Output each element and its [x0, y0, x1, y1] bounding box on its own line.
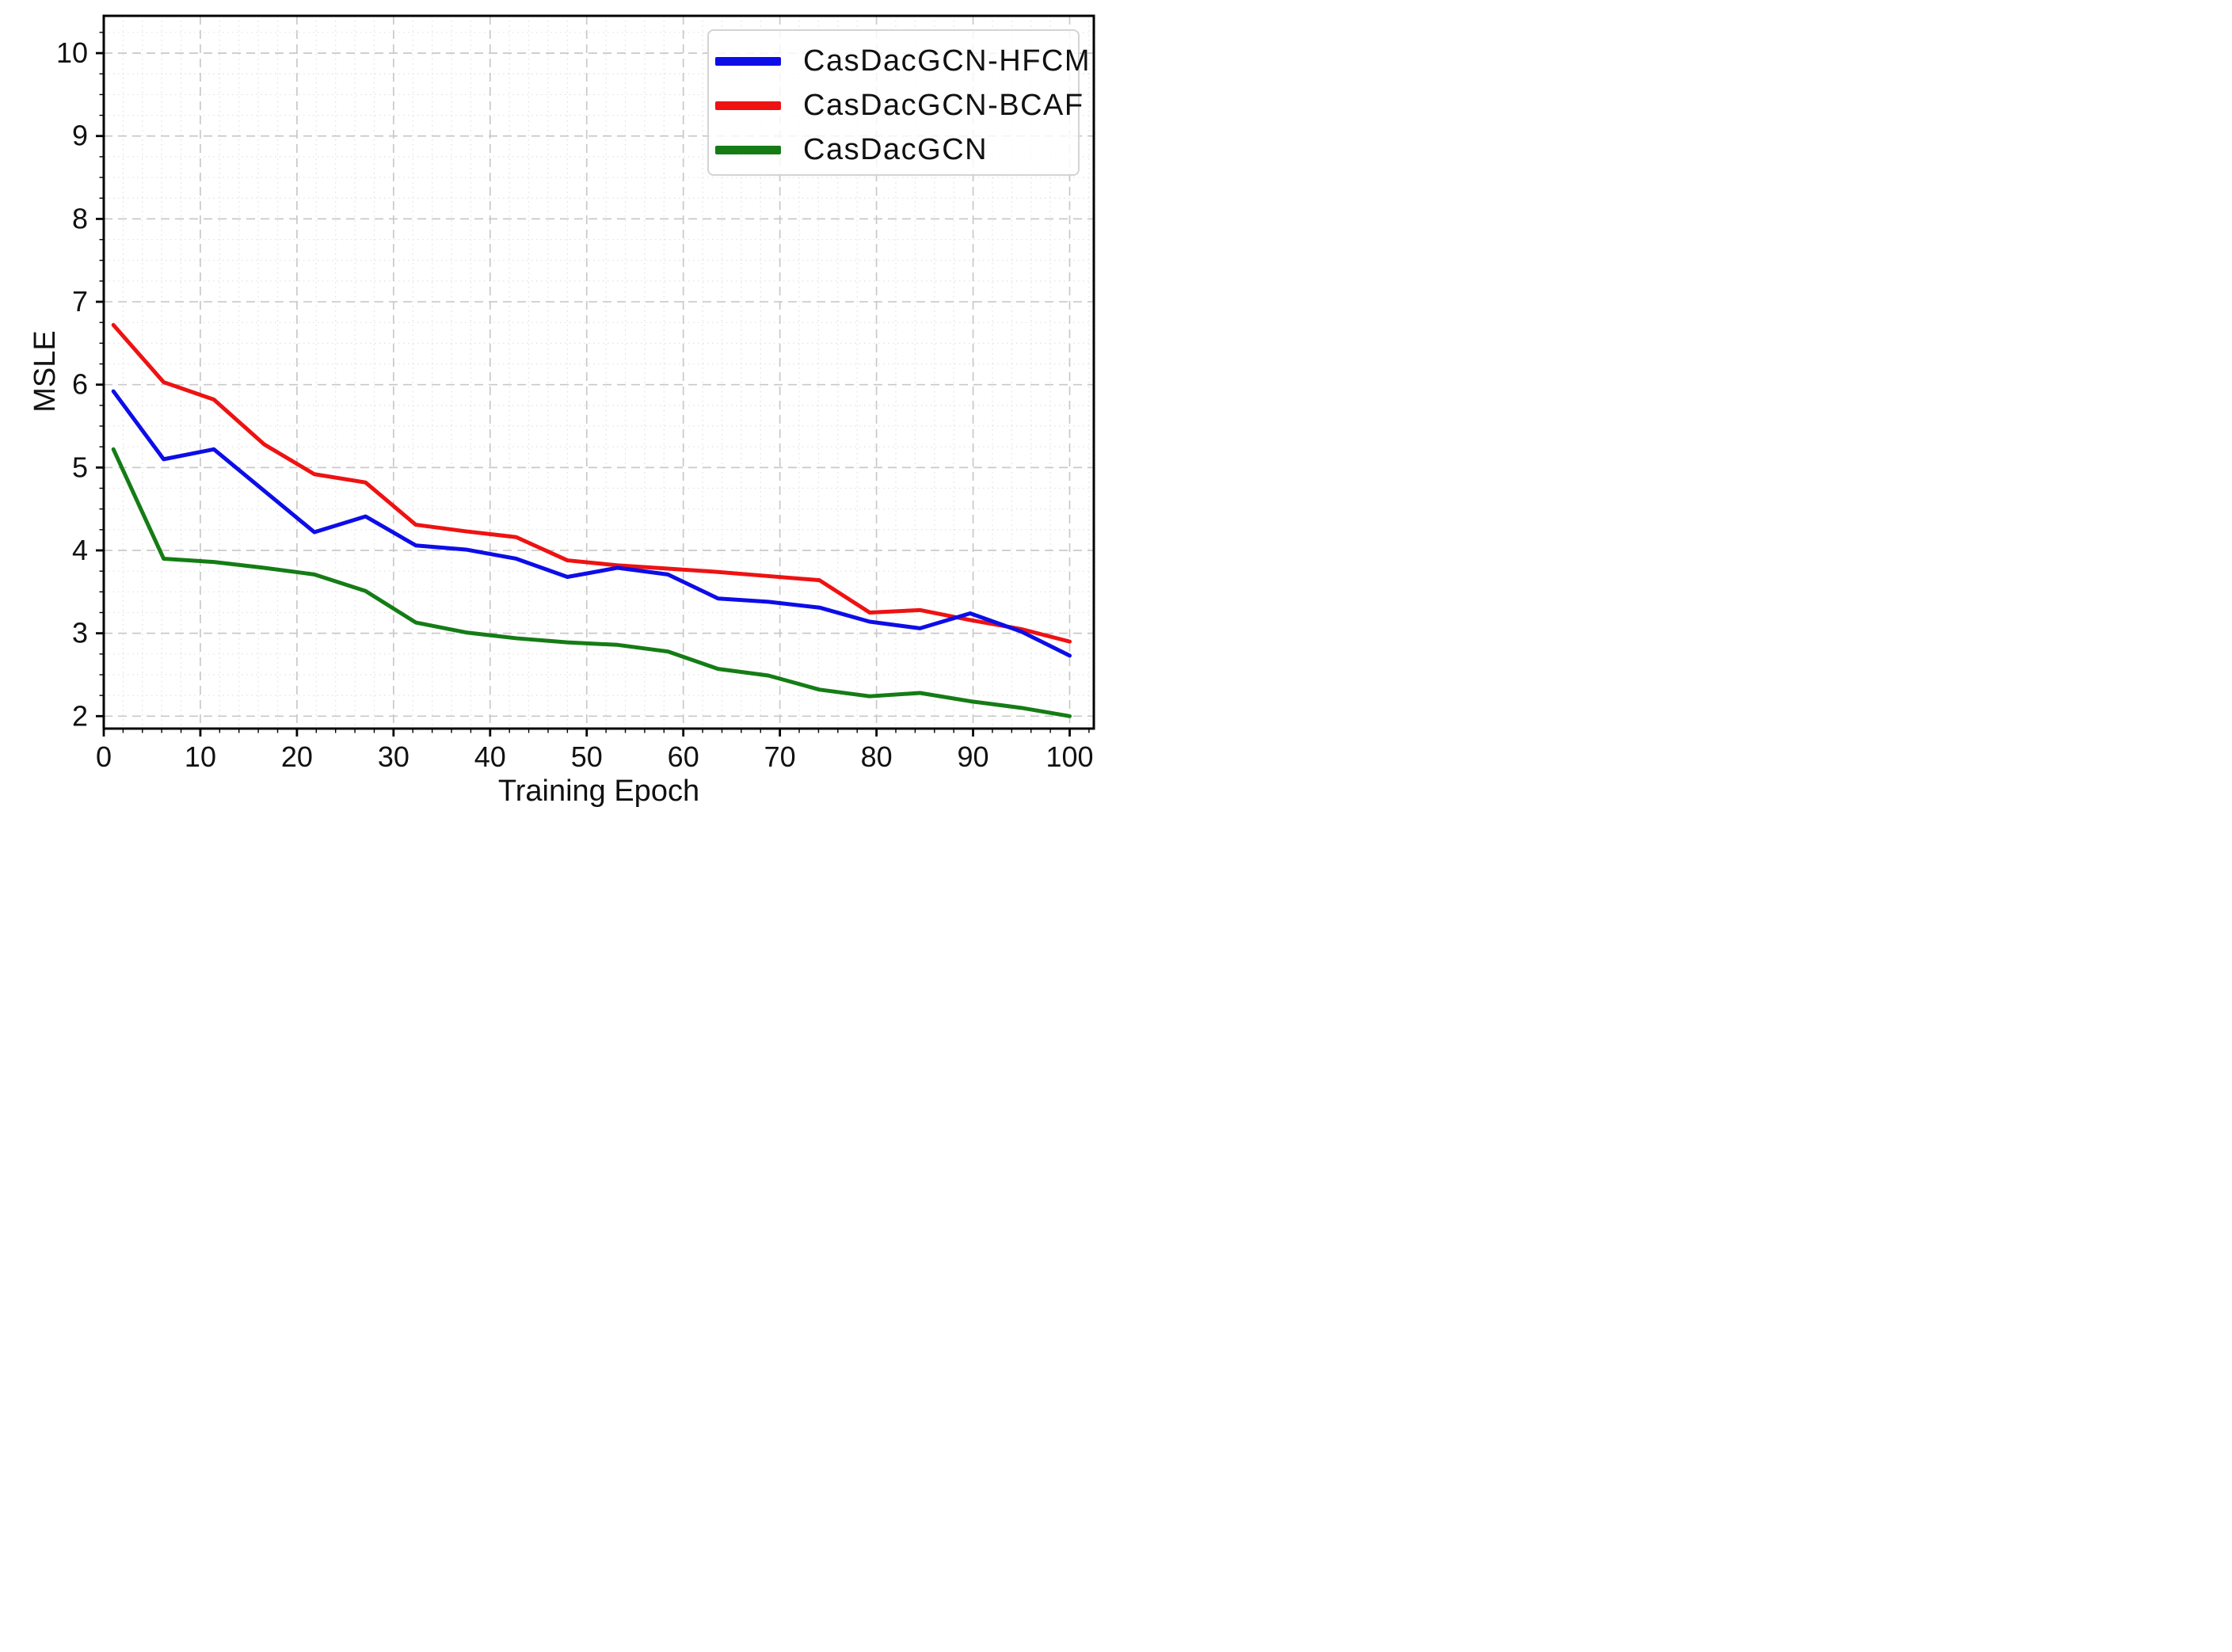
- x-tick-label: 50: [571, 740, 603, 773]
- x-tick-label: 100: [1046, 740, 1093, 773]
- x-tick-label: 80: [861, 740, 893, 773]
- legend-label: CasDacGCN: [803, 132, 988, 166]
- legend-item-CasDacGCN: CasDacGCN: [715, 128, 1078, 172]
- legend-swatch-CasDacGCN-HFCM: [715, 56, 781, 66]
- y-tick-label: 10: [56, 36, 88, 69]
- y-tick-label: 6: [72, 368, 88, 401]
- y-tick-label: 8: [72, 202, 88, 234]
- x-axis-title: Training Epoch: [497, 775, 700, 808]
- legend: CasDacGCN-HFCM CasDacGCN-BCAF CasDacGCN: [707, 29, 1090, 176]
- plot-border: [102, 14, 1095, 730]
- line-chart-plot: 0 10 20 30 40 50 60 70 80 90 100 2 3 4 5 6 7 8 9 10: [56, 14, 1095, 773]
- y-axis-title: MSLE: [29, 330, 63, 413]
- x-tick-label: 40: [474, 740, 506, 773]
- x-tick-label: 30: [378, 740, 409, 773]
- x-tick-label: 20: [281, 740, 313, 773]
- x-tick-label: 60: [668, 740, 699, 773]
- legend-swatch-CasDacGCN: [715, 145, 781, 154]
- y-tick-label: 9: [72, 120, 88, 152]
- series-line-CasDacGCN-HFCM: [111, 389, 1072, 658]
- y-tick-label: 2: [72, 699, 88, 732]
- y-tick-label: 7: [72, 285, 88, 318]
- legend-item-CasDacGCN-BCAF: CasDacGCN-BCAF: [715, 83, 1083, 128]
- x-tick-label: 90: [958, 740, 989, 773]
- legend-swatch-CasDacGCN-BCAF: [715, 101, 781, 110]
- y-tick-label: 5: [72, 451, 88, 483]
- x-tick-label: 0: [96, 740, 112, 773]
- y-tick-label: 4: [72, 534, 88, 566]
- series-line-CasDacGCN-BCAF: [111, 322, 1072, 644]
- legend-label: CasDacGCN-HFCM: [803, 44, 1091, 78]
- x-tick-label: 10: [185, 740, 216, 773]
- legend-item-CasDacGCN-HFCM: CasDacGCN-HFCM: [715, 39, 1090, 83]
- figure: 0 10 20 30 40 50 60 70 80 90 100 2 3 4 5 6 7 8 9 10 MSLE Tr…: [0, 0, 1116, 826]
- x-tick-label: 70: [764, 740, 796, 773]
- y-tick-label: 3: [72, 617, 88, 649]
- series-line-CasDacGCN: [111, 447, 1072, 718]
- legend-label: CasDacGCN-BCAF: [803, 88, 1084, 122]
